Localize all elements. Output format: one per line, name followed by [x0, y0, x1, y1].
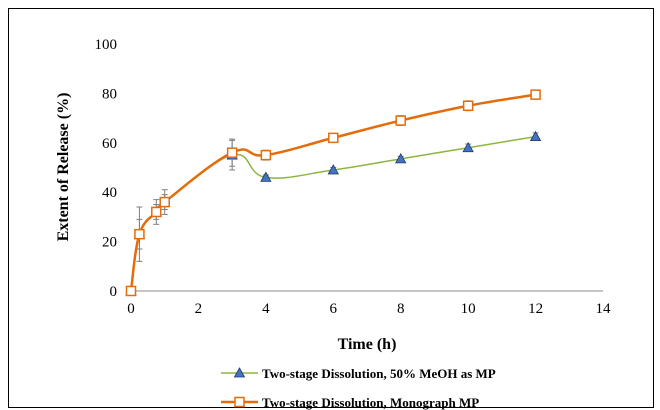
x-tick-label: 14 [596, 301, 612, 317]
data-point [226, 147, 238, 158]
x-tick-label: 8 [397, 301, 405, 317]
series-line [130, 135, 536, 292]
legend-entry: Two-stage Dissolution, Monograph MP [221, 395, 479, 410]
data-point [151, 206, 162, 218]
x-tick-label: 0 [127, 301, 135, 317]
data-point [260, 149, 272, 161]
legend-label: Two-stage Dissolution, 50% MeOH as MP [262, 366, 496, 381]
y-tick-label: 40 [102, 185, 117, 201]
data-point [529, 130, 542, 142]
y-tick-label: 80 [102, 86, 117, 102]
y-tick-label: 0 [110, 284, 118, 300]
data-point [462, 141, 474, 153]
legend-swatch-marker [233, 367, 246, 378]
y-tick-label: 60 [102, 136, 117, 152]
y-tick-label: 100 [95, 37, 118, 53]
data-point [328, 132, 339, 144]
data-point [327, 164, 339, 175]
legend: Two-stage Dissolution, 50% MeOH as MP Two… [221, 366, 496, 410]
x-axis-title: Time (h) [338, 336, 397, 353]
series-2 [125, 89, 541, 297]
series-line [129, 93, 536, 292]
x-tick-label: 12 [528, 301, 543, 317]
legend-entry: Two-stage Dissolution, 50% MeOH as MP [221, 366, 496, 381]
legend-label: Two-stage Dissolution, Monograph MP [262, 395, 479, 410]
y-tick-label: 20 [102, 235, 117, 251]
data-point [125, 285, 137, 297]
data-point [395, 115, 406, 126]
series-1 [125, 130, 542, 296]
y-axis-title: Extent of Release (%) [55, 93, 72, 242]
data-point [395, 153, 407, 164]
axes: 0 20 40 60 80 100 0 2 4 6 8 10 12 14 [95, 37, 612, 317]
x-tick-label: 2 [195, 301, 203, 317]
x-tick-label: 4 [262, 301, 270, 317]
x-tick-label: 10 [461, 301, 476, 317]
data-point [462, 100, 474, 111]
data-point [134, 228, 145, 240]
data-point [530, 89, 541, 100]
legend-swatch-marker [234, 396, 245, 408]
series-layer [125, 89, 542, 297]
chart-frame [8, 8, 654, 408]
data-point [159, 196, 170, 208]
x-tick-label: 6 [330, 301, 338, 317]
data-point [260, 171, 272, 182]
